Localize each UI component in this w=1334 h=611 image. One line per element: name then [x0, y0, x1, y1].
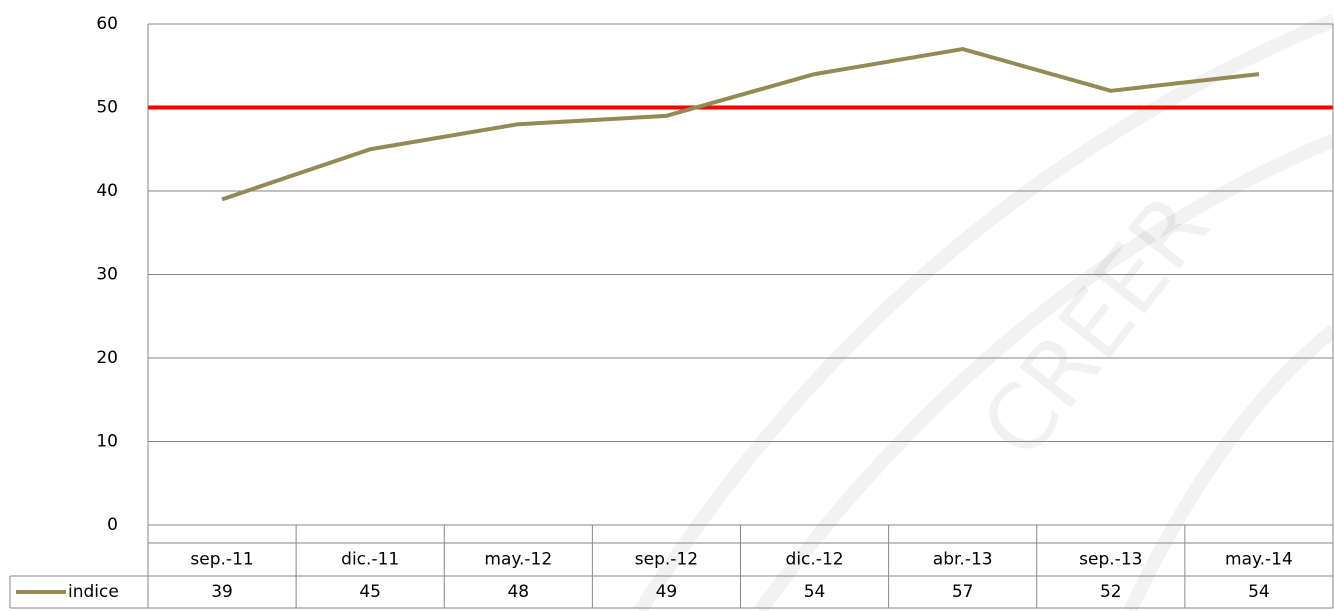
watermark-arc	[634, 13, 1334, 611]
x-tick-label: sep.-11	[190, 550, 253, 570]
data-table-value: 52	[1100, 582, 1122, 602]
watermark	[634, 13, 1334, 611]
x-tick-label: abr.-13	[933, 550, 993, 570]
x-tick-label: dic.-12	[786, 550, 844, 570]
data-table-value: 48	[507, 582, 529, 602]
data-table-value: 39	[211, 582, 233, 602]
watermark-arc	[754, 133, 1334, 611]
data-table-value: 45	[359, 582, 381, 602]
data-table-value: 49	[656, 582, 678, 602]
y-tick-label: 10	[96, 432, 118, 452]
x-tick-label: dic.-11	[341, 550, 399, 570]
watermark-arc	[1123, 324, 1334, 611]
legend-label: indice	[68, 582, 119, 602]
x-tick-label: sep.-13	[1079, 550, 1142, 570]
data-table-value: 54	[804, 582, 826, 602]
y-tick-label: 60	[96, 14, 118, 34]
x-tick-label: may.-14	[1225, 550, 1293, 570]
x-tick-label: sep.-12	[635, 550, 698, 570]
y-tick-label: 50	[96, 98, 118, 118]
x-tick-label: may.-12	[484, 550, 552, 570]
y-tick-label: 0	[107, 515, 118, 535]
series-line	[221, 47, 1260, 202]
y-tick-label: 20	[96, 348, 118, 368]
data-table-value: 57	[952, 582, 974, 602]
y-tick-label: 40	[96, 181, 118, 201]
data-table-value: 54	[1248, 582, 1270, 602]
y-tick-label: 30	[96, 265, 118, 285]
watermark-text: CREER	[961, 175, 1229, 477]
